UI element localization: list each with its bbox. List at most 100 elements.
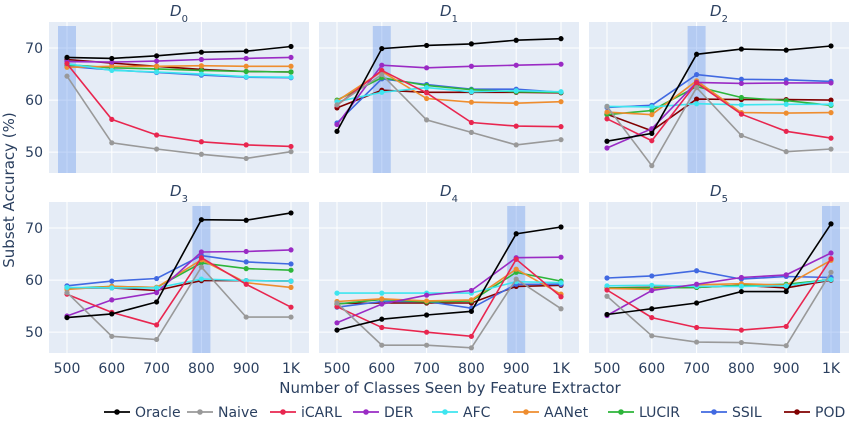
x-tick-label: 900 [503, 361, 530, 377]
legend-label: LUCIR [639, 405, 680, 421]
x-tick-label: 700 [143, 361, 170, 377]
legend[interactable]: Oracle Naive iCARL DER AFC AANet LUCIR SSIL POD [104, 405, 845, 421]
legend-item-afc[interactable]: AFC [432, 405, 491, 421]
data-point-ssil [243, 259, 249, 265]
series-line-icarl [66, 63, 292, 148]
legend-item-pod[interactable]: POD [784, 405, 845, 421]
data-point-afc [109, 285, 115, 291]
data-point-oracle [379, 45, 385, 52]
legend-item-ssil[interactable]: SSIL [701, 405, 762, 421]
x-tick-label: 900 [773, 361, 800, 377]
series-line-naive [606, 271, 832, 347]
data-point-der [424, 65, 430, 71]
data-point-icarl [513, 256, 519, 262]
legend-item-aanet[interactable]: AANet [513, 405, 589, 421]
series-line-naive [66, 265, 291, 341]
data-point-der [243, 55, 249, 62]
data-point-naive [649, 333, 655, 339]
data-point-naive [513, 276, 519, 282]
data-point-oracle [288, 43, 294, 50]
series-line-aanet [606, 79, 832, 116]
data-point-afc [828, 101, 834, 107]
data-point-oracle [198, 49, 204, 55]
data-point-afc [649, 282, 655, 288]
data-point-naive [468, 129, 474, 135]
data-point-naive [243, 155, 249, 162]
series-line-icarl [606, 81, 832, 142]
series-line-oracle [336, 226, 562, 331]
x-tick-label: 600 [98, 361, 125, 377]
data-point-naive [513, 142, 519, 148]
data-point-naive [64, 290, 70, 296]
data-point-der [154, 290, 160, 296]
legend-item-oracle[interactable]: Oracle [104, 405, 181, 421]
data-point-lucir [288, 69, 294, 75]
data-point-afc [783, 101, 789, 107]
x-tick-label: 1K [282, 361, 301, 377]
series-line-oracle [66, 45, 292, 60]
data-point-oracle [694, 300, 700, 306]
data-point-naive [738, 132, 745, 139]
series-line-der [606, 81, 831, 149]
data-point-afc [694, 101, 700, 107]
legend-item-der[interactable]: DER [353, 405, 414, 421]
data-point-aanet [198, 63, 204, 69]
x-tick-label: 500 [54, 361, 81, 377]
plot-background [49, 202, 309, 353]
data-point-naive [649, 163, 655, 169]
data-point-naive [288, 314, 294, 320]
panel-title: D0 [170, 2, 188, 25]
data-point-naive [379, 342, 385, 348]
series-line-ssil [606, 269, 832, 280]
data-point-der [604, 145, 610, 151]
data-point-der [243, 248, 249, 255]
data-point-icarl [288, 304, 294, 310]
highlight-band [58, 26, 76, 173]
panel-title: D5 [710, 182, 728, 205]
series-line-der [66, 56, 292, 63]
data-point-afc [243, 278, 249, 284]
data-point-oracle [513, 231, 519, 237]
panel-title-subscript: 2 [722, 14, 728, 25]
data-point-der [558, 61, 564, 67]
series-line-ssil [606, 73, 832, 109]
series-line-oracle [336, 37, 562, 132]
panel-d4: 500 600 700 800 900 1K D4 [319, 182, 579, 377]
x-tick-label: 500 [324, 361, 351, 377]
legend-label: POD [815, 405, 845, 421]
data-point-aanet [424, 298, 430, 304]
data-point-aanet [604, 109, 610, 115]
data-point-afc [379, 89, 385, 95]
data-point-der [558, 254, 564, 260]
data-point-ssil [694, 268, 700, 274]
data-point-aanet [379, 296, 385, 302]
data-point-afc [288, 74, 294, 80]
data-point-icarl [828, 135, 834, 141]
data-point-aanet [649, 112, 655, 118]
data-point-aanet [468, 99, 474, 105]
data-point-icarl [424, 329, 430, 335]
data-point-icarl [243, 281, 249, 287]
data-point-afc [738, 283, 745, 289]
data-point-oracle [379, 316, 385, 322]
data-point-naive [198, 264, 204, 270]
legend-item-lucir[interactable]: LUCIR [608, 405, 680, 421]
data-point-afc [604, 283, 610, 289]
panel-d3: 50 60 70 500 600 700 800 900 1K D3 [25, 182, 309, 377]
data-point-lucir [783, 98, 789, 104]
panel-d1: D1 [319, 2, 579, 173]
series-line-aanet [336, 268, 562, 303]
data-point-aanet [828, 110, 834, 116]
series-line-afc [66, 278, 292, 289]
data-point-afc [243, 74, 249, 80]
legend-item-icarl[interactable]: iCARL [270, 405, 342, 421]
legend-label: Oracle [135, 405, 181, 421]
data-point-icarl [243, 142, 249, 148]
data-point-oracle [558, 224, 564, 230]
data-point-icarl [738, 111, 745, 117]
data-point-icarl [649, 138, 655, 144]
legend-item-naive[interactable]: Naive [187, 405, 258, 421]
panel-title-subscript: 3 [182, 194, 188, 205]
data-point-naive [109, 333, 115, 339]
data-point-oracle [649, 130, 655, 137]
